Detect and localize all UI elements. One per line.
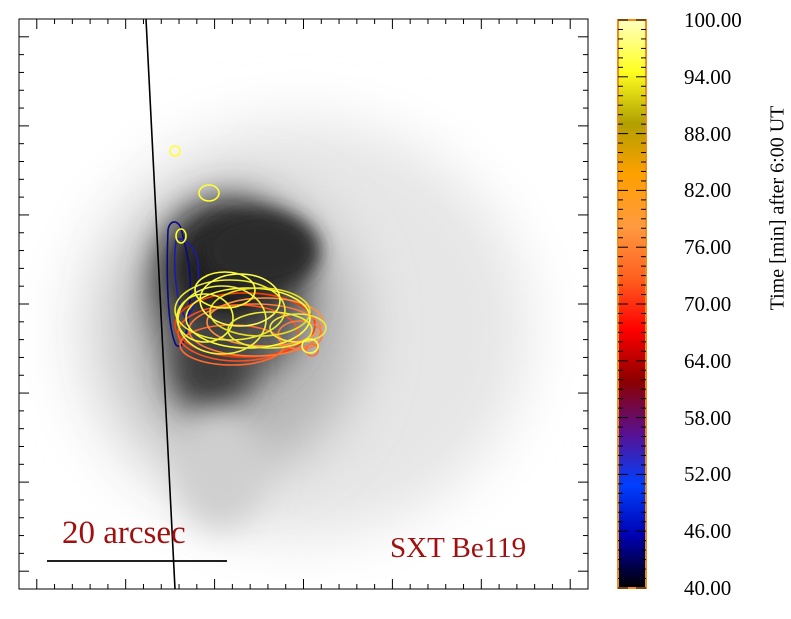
contour-late-13 <box>169 145 181 157</box>
colorbar-tick-label: 82.00 <box>684 178 732 203</box>
contour-early-1 <box>166 221 192 348</box>
solar-limb-line <box>145 18 176 590</box>
colorbar-tick-label: 52.00 <box>684 462 732 487</box>
colorbar <box>617 19 647 589</box>
contour-late-1 <box>174 279 286 341</box>
colorbar-ticks <box>618 19 646 589</box>
scale-bar-label: 20 arcsec <box>62 515 186 551</box>
colorbar-tick-label: 64.00 <box>684 348 732 373</box>
colorbar-tick-label: 46.00 <box>684 519 732 544</box>
colorbar-tick-label: 76.00 <box>684 235 732 260</box>
contour-mid-7 <box>305 343 319 357</box>
contour-late-11 <box>198 184 220 202</box>
instrument-label: SXT Be119 <box>390 532 527 564</box>
contour-late-12 <box>175 228 187 244</box>
contour-late-8 <box>269 313 327 343</box>
sxt-intensity-image <box>70 120 530 540</box>
colorbar-tick-label: 94.00 <box>684 64 732 89</box>
colorbar-title: Time [min] after 6:00 UT <box>766 105 789 311</box>
contour-late-7 <box>227 311 313 349</box>
colorbar-tick-label: 100.00 <box>684 8 742 32</box>
contour-late-4 <box>209 287 311 337</box>
image-ticks <box>18 18 589 590</box>
contour-late-10 <box>301 338 319 354</box>
contour-late-9 <box>194 271 256 309</box>
colorbar-tick-label: 40.00 <box>684 576 732 600</box>
colorbar-tick-label: 70.00 <box>684 292 732 316</box>
contour-late-6 <box>176 293 234 343</box>
image-panel <box>18 18 589 590</box>
time-contours <box>166 145 327 366</box>
colorbar-tick-label: 88.00 <box>684 121 732 146</box>
colorbar-tick-label: 58.00 <box>684 405 732 430</box>
